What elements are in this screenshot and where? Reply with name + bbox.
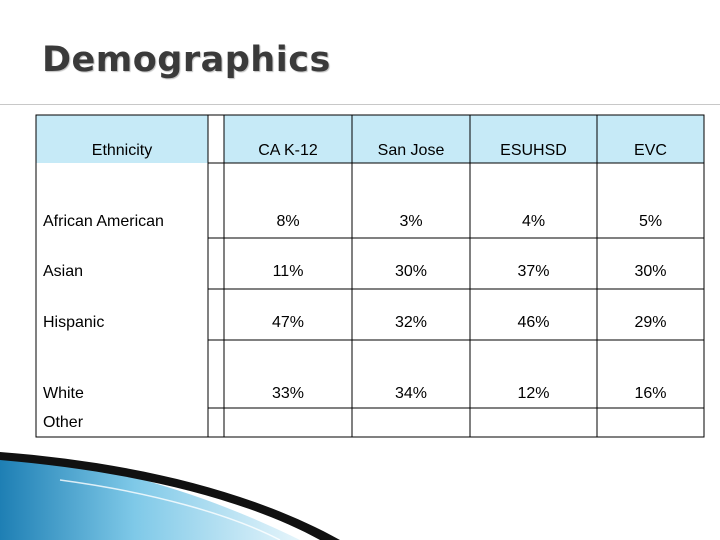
cell-white-ca: 33% [271,385,305,402]
header-evc: EVC [634,142,667,159]
cell-white-esuhsd: 12% [517,385,550,402]
cell-african-american-esuhsd: 4% [521,213,546,230]
decorative-swoosh [0,452,340,540]
slide-title: Demographics [42,40,331,80]
header-san-jose: San Jose [377,142,445,159]
cell-asian-evc: 30% [634,263,667,280]
cell-african-american-ca: 8% [276,213,300,230]
cell-asian-ca: 11% [272,263,304,280]
cell-hispanic-esuhsd: 46% [517,314,550,331]
row-label-hispanic: Hispanic [43,314,105,331]
row-label-white: White [43,385,84,402]
title-divider [0,104,720,105]
cell-asian-sanjose: 30% [394,263,428,280]
row-label-other: Other [43,414,84,431]
cell-hispanic-sanjose: 32% [394,314,428,331]
header-esuhsd: ESUHSD [500,142,567,159]
cell-hispanic-ca: 47% [271,314,305,331]
header-ca-k12: CA K-12 [258,142,318,159]
cell-white-sanjose: 34% [394,385,428,402]
cell-asian-esuhsd: 37% [517,263,550,280]
header-ethnicity: Ethnicity [91,142,153,159]
cell-white-evc: 16% [634,385,667,402]
cell-african-american-evc: 5% [638,213,663,230]
row-label-asian: Asian [43,263,84,280]
cell-african-american-sanjose: 3% [399,213,423,230]
cell-hispanic-evc: 29% [634,314,667,331]
row-label-african-american: African American [43,213,164,230]
